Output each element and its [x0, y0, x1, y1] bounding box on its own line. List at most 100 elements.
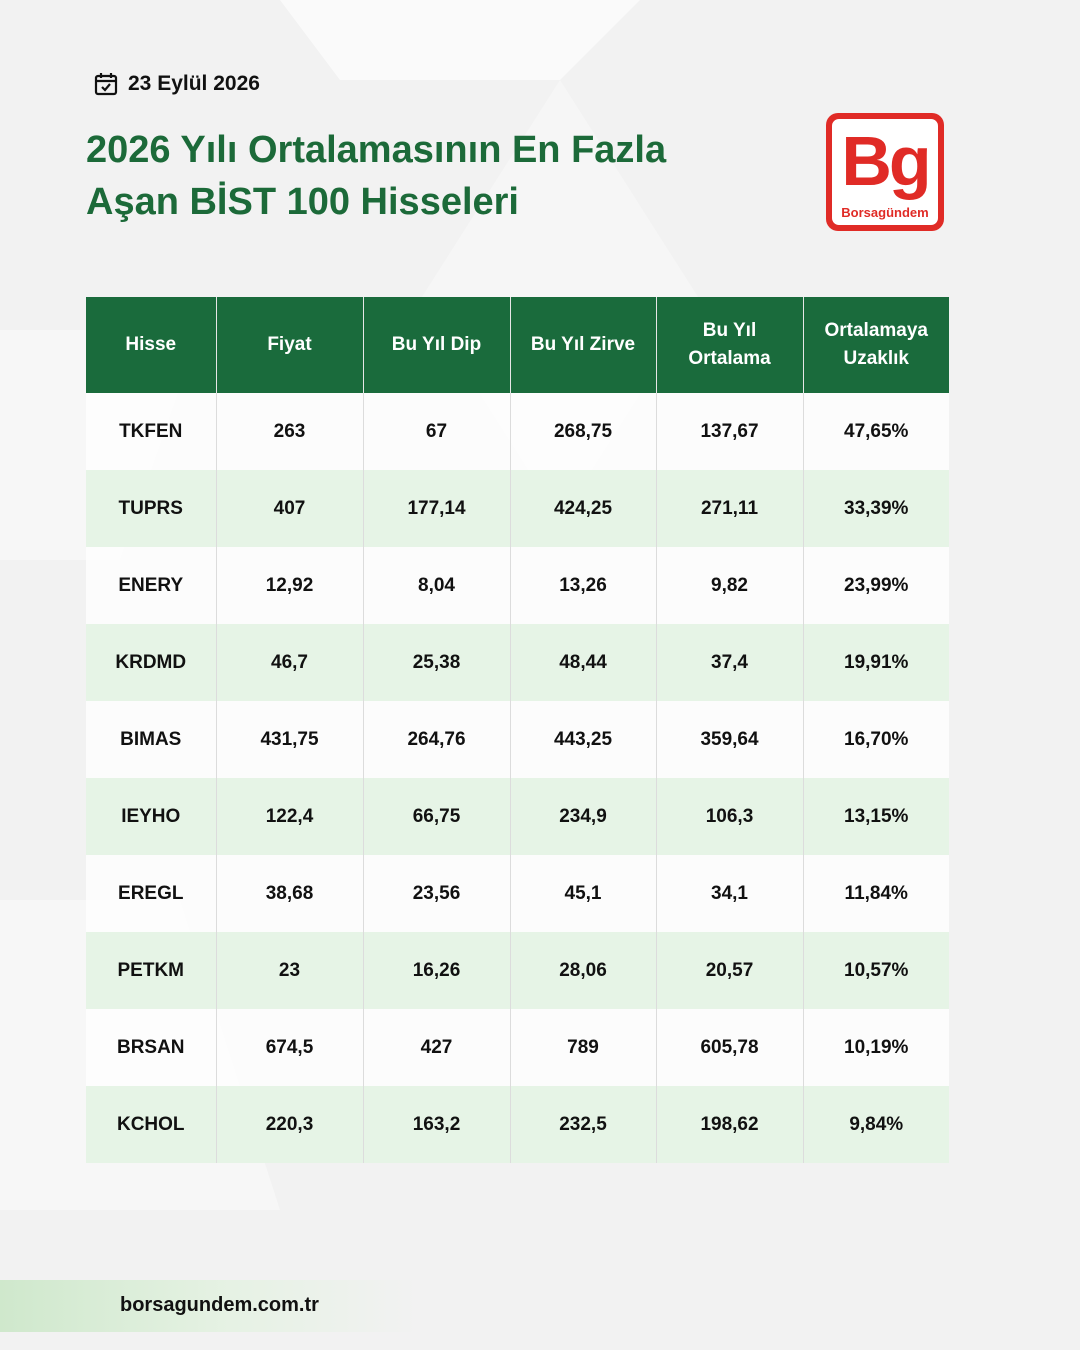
value-cell: 16,26: [363, 932, 511, 1009]
value-cell: 20,57: [656, 932, 804, 1009]
value-cell: 220,3: [216, 1086, 364, 1163]
value-cell: 268,75: [510, 393, 657, 470]
value-cell: 605,78: [656, 1009, 804, 1086]
value-cell: 13,15%: [803, 778, 949, 855]
value-cell: 263: [216, 393, 364, 470]
value-cell: 37,4: [656, 624, 804, 701]
column-header-line: Hisse: [125, 334, 177, 355]
value-cell: 8,04: [363, 547, 511, 624]
value-cell: 424,25: [510, 470, 657, 547]
value-cell: 16,70%: [803, 701, 949, 778]
value-cell: 12,92: [216, 547, 364, 624]
value-cell: 137,67: [656, 393, 804, 470]
value-cell: 67: [363, 393, 511, 470]
value-cell: 359,64: [656, 701, 804, 778]
logo-frame: Bg Borsagündem: [830, 117, 940, 227]
value-cell: 106,3: [656, 778, 804, 855]
value-cell: 38,68: [216, 855, 364, 932]
value-cell: 163,2: [363, 1086, 511, 1163]
ticker-cell: TUPRS: [86, 470, 217, 547]
ticker-cell: KRDMD: [86, 624, 217, 701]
column-header: Fiyat: [216, 297, 364, 393]
value-cell: 122,4: [216, 778, 364, 855]
bg-shape: [280, 0, 640, 80]
title: 2026 Yılı Ortalamasının En Fazla Aşan Bİ…: [86, 124, 666, 228]
value-cell: 19,91%: [803, 624, 949, 701]
value-cell: 13,26: [510, 547, 657, 624]
table-row: BRSAN 674,5 427 789 605,78 10,19%: [86, 1009, 949, 1086]
table-row: BIMAS 431,75 264,76 443,25 359,64 16,70%: [86, 701, 949, 778]
value-cell: 10,57%: [803, 932, 949, 1009]
table-row: TKFEN 263 67 268,75 137,67 47,65%: [86, 393, 949, 470]
value-cell: 407: [216, 470, 364, 547]
ticker-cell: PETKM: [86, 932, 217, 1009]
table-row: TUPRS 407 177,14 424,25 271,11 33,39%: [86, 470, 949, 547]
date-row: 23 Eylül 2026: [94, 72, 260, 96]
value-cell: 789: [510, 1009, 657, 1086]
table-row: KCHOL 220,3 163,2 232,5 198,62 9,84%: [86, 1086, 949, 1163]
footer-url: borsagundem.com.tr: [120, 1294, 319, 1316]
ticker-cell: BRSAN: [86, 1009, 217, 1086]
value-cell: 198,62: [656, 1086, 804, 1163]
value-cell: 34,1: [656, 855, 804, 932]
column-header-line: Bu Yıl Dip: [391, 334, 482, 355]
calendar-icon: [94, 73, 118, 96]
column-header-line: Uzaklık: [843, 348, 909, 369]
value-cell: 33,39%: [803, 470, 949, 547]
ticker-cell: ENERY: [86, 547, 217, 624]
table-row: EREGL 38,68 23,56 45,1 34,1 11,84%: [86, 855, 949, 932]
footer: borsagundem.com.tr: [0, 1280, 420, 1332]
column-header-line: Ortalama: [688, 348, 771, 369]
value-cell: 28,06: [510, 932, 657, 1009]
value-cell: 45,1: [510, 855, 657, 932]
value-cell: 232,5: [510, 1086, 657, 1163]
value-cell: 23,56: [363, 855, 511, 932]
column-header: Hisse: [86, 297, 217, 393]
logo-name: Borsagündem: [841, 205, 929, 220]
value-cell: 271,11: [656, 470, 804, 547]
column-header-line: Bu Yıl Zirve: [530, 334, 636, 355]
value-cell: 11,84%: [803, 855, 949, 932]
ticker-cell: BIMAS: [86, 701, 217, 778]
value-cell: 9,84%: [803, 1086, 949, 1163]
column-header: Bu Yıl Ortalama: [656, 297, 804, 393]
title-line: 2026 Yılı Ortalamasının En Fazla: [86, 129, 667, 171]
column-header: Bu Yıl Zirve: [510, 297, 657, 393]
value-cell: 66,75: [363, 778, 511, 855]
column-header-line: Ortalamaya: [824, 320, 928, 341]
column-header: Ortalamaya Uzaklık: [803, 297, 949, 393]
title-line: Aşan BİST 100 Hisseleri: [86, 181, 519, 223]
value-cell: 177,14: [363, 470, 511, 547]
header-row: Hisse Fiyat Bu Yıl Dip Bu Yıl Zirve Bu Yıl Or…: [86, 297, 949, 393]
value-cell: 234,9: [510, 778, 657, 855]
stock-table: Hisse Fiyat Bu Yıl Dip Bu Yıl Zirve Bu Yıl Or…: [86, 297, 949, 1163]
ticker-cell: EREGL: [86, 855, 217, 932]
ticker-cell: IEYHO: [86, 778, 217, 855]
ticker-cell: TKFEN: [86, 393, 217, 470]
logo-mark: Bg: [841, 122, 931, 200]
value-cell: 46,7: [216, 624, 364, 701]
value-cell: 9,82: [656, 547, 804, 624]
value-cell: 431,75: [216, 701, 364, 778]
table-row: KRDMD 46,7 25,38 48,44 37,4 19,91%: [86, 624, 949, 701]
date: 23 Eylül 2026: [128, 72, 260, 95]
value-cell: 48,44: [510, 624, 657, 701]
table-row: IEYHO 122,4 66,75 234,9 106,3 13,15%: [86, 778, 949, 855]
ticker-cell: KCHOL: [86, 1086, 217, 1163]
value-cell: 443,25: [510, 701, 657, 778]
value-cell: 427: [363, 1009, 511, 1086]
value-cell: 23: [216, 932, 364, 1009]
value-cell: 25,38: [363, 624, 511, 701]
column-header-line: Fiyat: [267, 334, 312, 355]
value-cell: 10,19%: [803, 1009, 949, 1086]
value-cell: 23,99%: [803, 547, 949, 624]
value-cell: 264,76: [363, 701, 511, 778]
logo: Bg Borsagündem: [826, 113, 944, 231]
table-row: PETKM 23 16,26 28,06 20,57 10,57%: [86, 932, 949, 1009]
table-row: ENERY 12,92 8,04 13,26 9,82 23,99%: [86, 547, 949, 624]
column-header-line: Bu Yıl: [702, 320, 757, 341]
value-cell: 674,5: [216, 1009, 364, 1086]
column-header: Bu Yıl Dip: [363, 297, 511, 393]
value-cell: 47,65%: [803, 393, 949, 470]
